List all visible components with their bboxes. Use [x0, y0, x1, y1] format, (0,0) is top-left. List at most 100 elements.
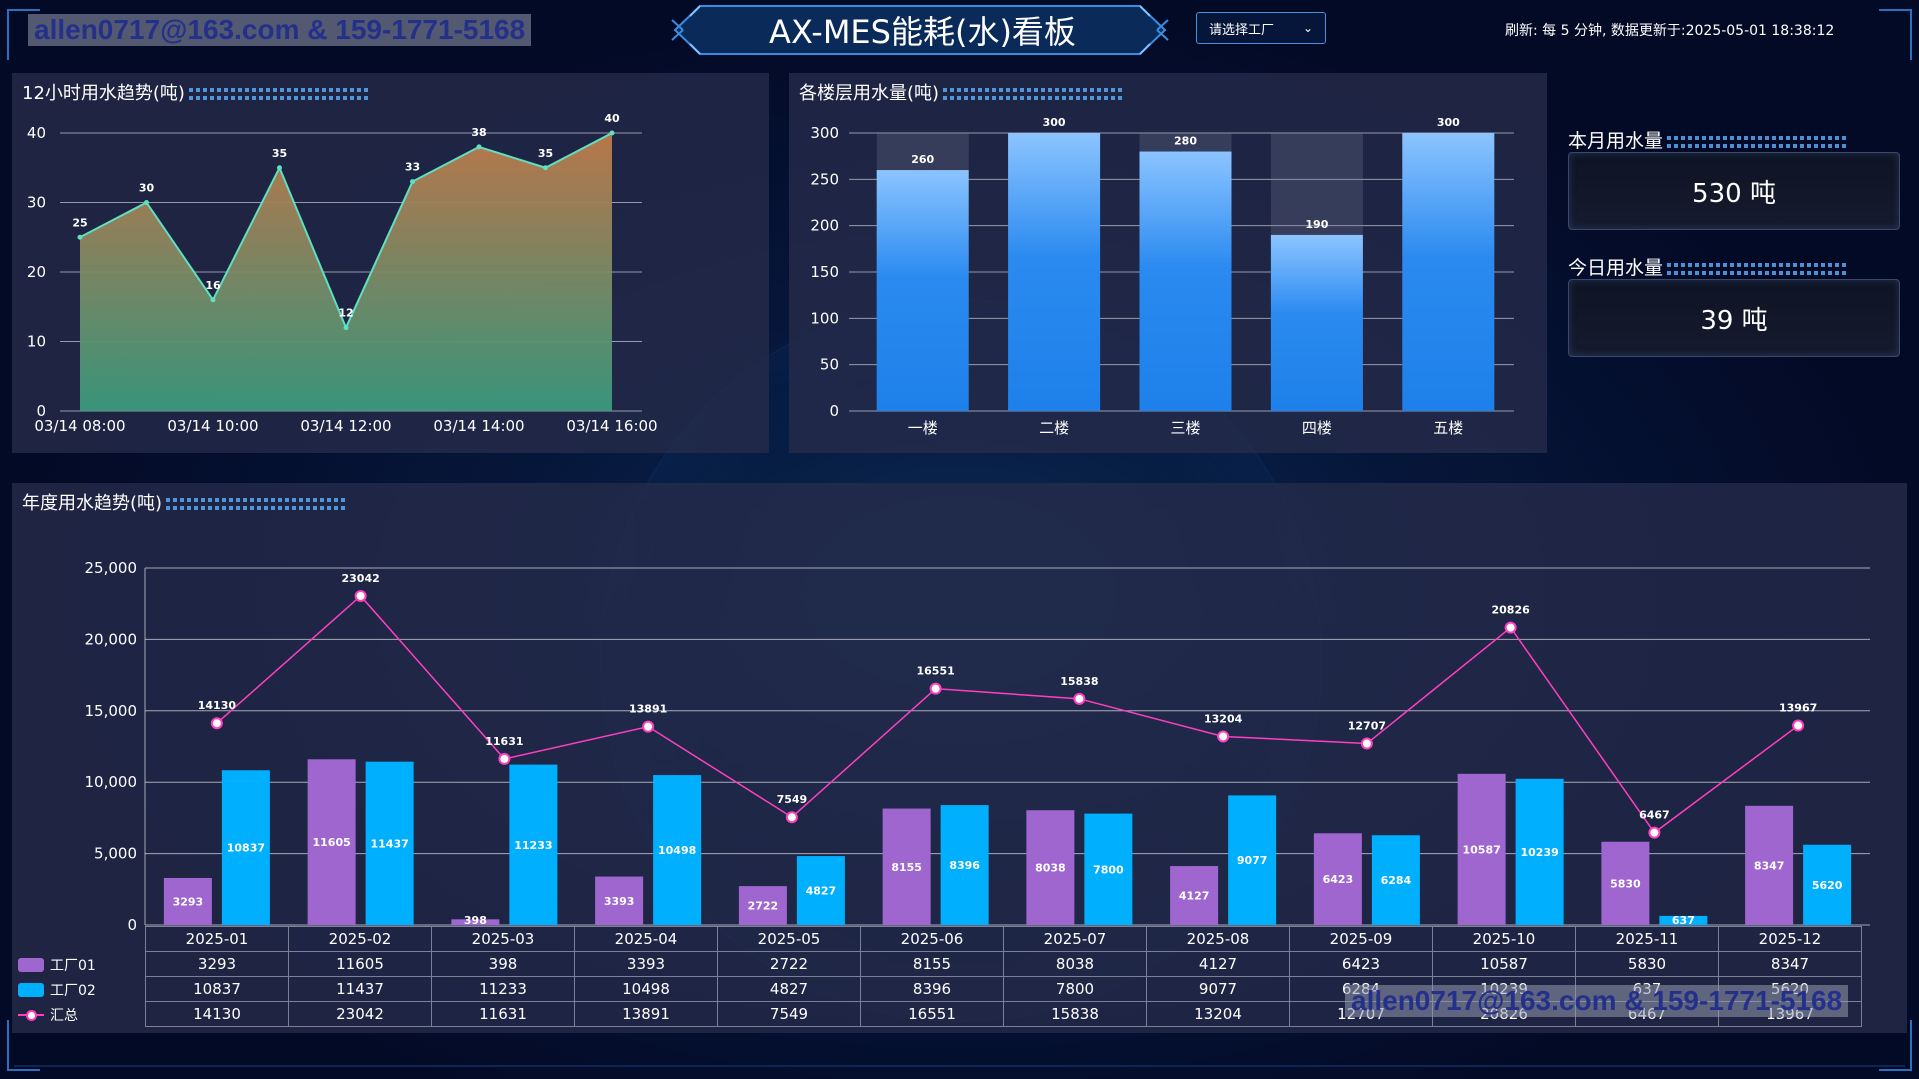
- bar: [1139, 151, 1232, 411]
- legend-item[interactable]: 工厂01: [18, 955, 96, 975]
- legend-line-marker-icon: [18, 1009, 44, 1021]
- data-label: 11437: [370, 837, 408, 850]
- bar: [1270, 234, 1363, 411]
- bar-factory01: [595, 876, 644, 925]
- data-label: 15838: [1060, 675, 1098, 688]
- data-label: 7800: [1093, 863, 1124, 876]
- x-tick-label: 03/14 12:00: [300, 417, 391, 435]
- x-tick-label: 03/14 10:00: [167, 417, 258, 435]
- table-cell: 13891: [574, 1001, 718, 1027]
- data-label: 300: [1043, 116, 1066, 129]
- table-cell: 7800: [1003, 976, 1147, 1002]
- data-label: 13891: [629, 703, 667, 716]
- hourly-trend-title-text: 12小时用水趋势(吨): [22, 83, 185, 104]
- table-cell: 11605: [288, 951, 432, 977]
- factory-select[interactable]: 请选择工厂 ⌄: [1196, 12, 1326, 44]
- data-label: 13967: [1779, 702, 1817, 715]
- table-header-row: 2025-01 2025-02 2025-03 2025-04 2025-05 2025-…: [145, 926, 1862, 952]
- today-usage-label-text: 今日用水量: [1568, 257, 1664, 279]
- y-tick-label: 5,000: [94, 845, 137, 863]
- table-cell: 8155: [860, 951, 1004, 977]
- data-label: 398: [464, 914, 487, 927]
- bar-factory02: [940, 805, 989, 925]
- data-label: 5620: [1812, 879, 1843, 892]
- x-tick-label: 2025-11: [1575, 926, 1719, 952]
- y-tick-label: 20: [27, 263, 46, 281]
- y-tick-label: 15,000: [85, 702, 138, 720]
- x-tick-label: 2025-04: [574, 926, 718, 952]
- data-label: 7549: [777, 793, 808, 806]
- table-row: 3293 11605 398 3393 2722 8155 8038 4127 6423 1058…: [145, 951, 1862, 977]
- y-tick-label: 0: [127, 916, 137, 934]
- bar-factory02: [653, 775, 702, 925]
- table-cell: 5830: [1575, 951, 1719, 977]
- bar-factory01: [882, 808, 931, 925]
- table-cell: 2722: [717, 951, 861, 977]
- bar-factory02: [1659, 915, 1708, 925]
- today-usage-label: 今日用水量: [1568, 253, 1848, 280]
- legend-swatch-icon: [18, 983, 44, 997]
- legend-label: 汇总: [50, 1008, 78, 1024]
- data-label: 300: [1437, 116, 1460, 129]
- y-tick-label: 10: [27, 333, 46, 351]
- data-label: 8155: [891, 861, 922, 874]
- bar-factory01: [1601, 841, 1650, 925]
- month-usage-label-text: 本月用水量: [1568, 130, 1664, 152]
- bar-factory02: [221, 770, 270, 925]
- table-cell: 11631: [431, 1001, 575, 1027]
- y-tick-label: 100: [810, 309, 839, 327]
- total-point: [1792, 719, 1805, 732]
- data-label: 9077: [1237, 854, 1268, 867]
- table-cell: 23042: [288, 1001, 432, 1027]
- data-label: 16551: [916, 665, 954, 678]
- legend-item[interactable]: 汇总: [18, 1005, 78, 1025]
- x-tick-label: 2025-10: [1432, 926, 1576, 952]
- total-line: [216, 594, 1799, 834]
- data-label: 6284: [1381, 874, 1412, 887]
- bar-factory02: [509, 764, 558, 925]
- data-label: 12707: [1348, 720, 1386, 733]
- bar-factory02: [1803, 844, 1852, 925]
- y-tick-label: 25,000: [85, 559, 138, 577]
- bar-factory01: [1026, 810, 1075, 925]
- data-point: [410, 179, 415, 185]
- page-title: AX-MES能耗(水)看板: [769, 13, 1076, 51]
- table-cell: 15838: [1003, 1001, 1147, 1027]
- y-tick-label: 0: [829, 402, 839, 420]
- title-decoration: [1667, 135, 1848, 148]
- floor-usage-title-text: 各楼层用水量(吨): [799, 83, 940, 104]
- bar-factory01: [163, 877, 212, 925]
- table-cell: 398: [431, 951, 575, 977]
- data-point: [476, 144, 482, 150]
- bar: [1402, 133, 1495, 411]
- floor-usage-title: 各楼层用水量(吨): [799, 79, 1124, 105]
- data-point: [609, 130, 615, 136]
- bar: [1008, 133, 1101, 411]
- data-label: 10498: [658, 844, 696, 857]
- data-label: 11605: [312, 836, 350, 849]
- table-cell: 14130: [145, 1001, 289, 1027]
- data-label: 8396: [949, 859, 980, 872]
- bar-factory01: [307, 759, 356, 925]
- data-label: 8347: [1754, 859, 1785, 872]
- data-label: 280: [1174, 135, 1197, 148]
- title-decoration: [1667, 262, 1848, 275]
- x-tick-label: 2025-01: [145, 926, 289, 952]
- total-point: [1217, 730, 1230, 743]
- data-label: 260: [911, 153, 934, 166]
- total-point: [785, 811, 798, 824]
- legend-item[interactable]: 工厂02: [18, 980, 96, 1000]
- data-label: 6467: [1639, 809, 1670, 822]
- legend-label: 工厂02: [50, 983, 96, 999]
- title-decoration: [188, 88, 369, 100]
- bar-factory02: [1515, 778, 1564, 925]
- x-tick-label: 2025-02: [288, 926, 432, 952]
- x-tick-label: 2025-09: [1289, 926, 1433, 952]
- area-fill: [80, 133, 612, 411]
- total-point: [642, 720, 655, 733]
- y-tick-label: 50: [820, 356, 839, 374]
- data-label: 5830: [1610, 877, 1641, 890]
- y-tick-label: 200: [810, 217, 839, 235]
- table-cell: 8347: [1718, 951, 1862, 977]
